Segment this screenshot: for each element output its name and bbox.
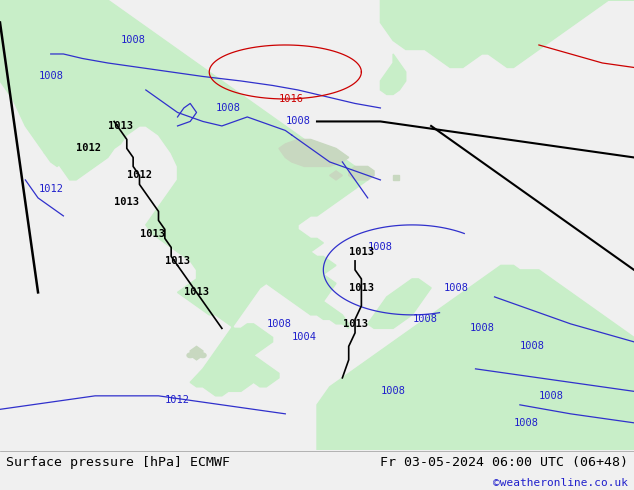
Text: 1008: 1008 xyxy=(368,243,393,252)
Text: 1012: 1012 xyxy=(165,395,190,405)
Text: 1008: 1008 xyxy=(380,386,406,396)
Text: 1004: 1004 xyxy=(292,332,317,343)
Polygon shape xyxy=(368,279,431,328)
Polygon shape xyxy=(380,0,634,68)
Text: 1012: 1012 xyxy=(38,184,63,194)
Polygon shape xyxy=(349,167,374,180)
Text: 1013: 1013 xyxy=(342,319,368,329)
Text: Fr 03-05-2024 06:00 UTC (06+48): Fr 03-05-2024 06:00 UTC (06+48) xyxy=(380,456,628,469)
Polygon shape xyxy=(190,346,203,360)
Text: 1008: 1008 xyxy=(412,315,437,324)
Text: 1008: 1008 xyxy=(216,103,241,113)
Text: 1013: 1013 xyxy=(108,121,133,131)
Text: 1008: 1008 xyxy=(444,283,469,293)
Circle shape xyxy=(187,353,193,358)
Text: 1013: 1013 xyxy=(184,287,209,297)
Text: ©weatheronline.co.uk: ©weatheronline.co.uk xyxy=(493,478,628,488)
Polygon shape xyxy=(0,0,368,396)
Text: 1012: 1012 xyxy=(127,171,152,180)
Polygon shape xyxy=(393,175,399,180)
Polygon shape xyxy=(330,171,342,180)
Polygon shape xyxy=(380,54,406,95)
Text: 1013: 1013 xyxy=(349,247,374,257)
Text: 1013: 1013 xyxy=(165,256,190,266)
Text: 1013: 1013 xyxy=(349,283,374,293)
Polygon shape xyxy=(38,81,63,167)
Text: 1008: 1008 xyxy=(285,117,311,126)
Text: 1013: 1013 xyxy=(114,197,139,207)
Text: 1008: 1008 xyxy=(266,319,292,329)
Text: 1008: 1008 xyxy=(120,35,146,46)
Text: 1013: 1013 xyxy=(139,229,165,239)
Circle shape xyxy=(200,353,206,358)
Text: Surface pressure [hPa] ECMWF: Surface pressure [hPa] ECMWF xyxy=(6,456,230,469)
Text: 1008: 1008 xyxy=(514,418,539,428)
Circle shape xyxy=(193,348,200,353)
Text: 1012: 1012 xyxy=(76,144,101,153)
Text: 1016: 1016 xyxy=(279,94,304,104)
Text: 1008: 1008 xyxy=(469,323,495,333)
Text: 1008: 1008 xyxy=(539,391,564,401)
Text: 1008: 1008 xyxy=(38,72,63,81)
Polygon shape xyxy=(279,140,349,167)
Polygon shape xyxy=(317,266,634,450)
Text: 1008: 1008 xyxy=(520,342,545,351)
